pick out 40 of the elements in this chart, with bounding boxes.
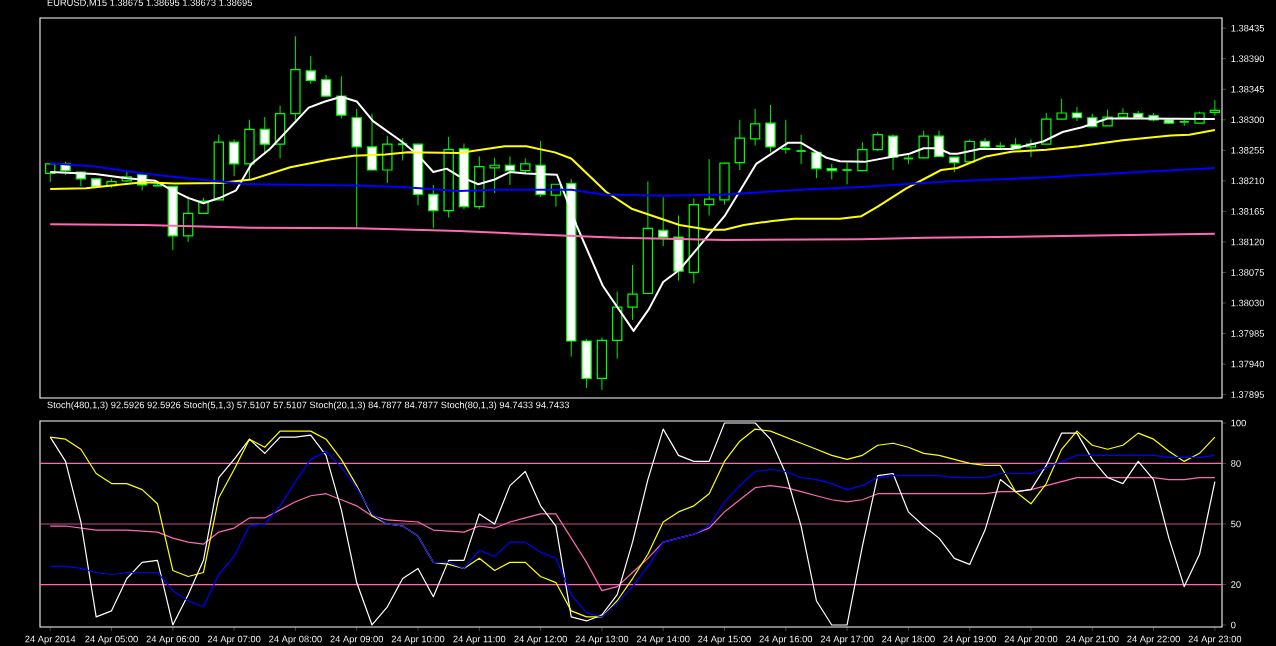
x-tick-label: 24 Apr 17:00	[820, 635, 874, 645]
y-tick-label: 50	[1231, 520, 1241, 528]
y-tick-label: 0	[1231, 621, 1236, 629]
y-tick-label: 1.37985	[1231, 330, 1265, 337]
y-tick-label: 1.38165	[1231, 208, 1265, 215]
y-tick-label: 1.38345	[1231, 85, 1265, 93]
y-tick-label: 20	[1231, 581, 1241, 588]
y-tick-label: 1.37940	[1231, 360, 1265, 368]
x-tick-label: 24 Apr 15:00	[698, 635, 751, 645]
x-tick-label: 24 Apr 06:00	[146, 635, 200, 645]
y-tick-label: 1.38300	[1231, 116, 1265, 124]
x-tick-label: 24 Apr 16:00	[759, 635, 813, 645]
y-tick-label: 1.38120	[1231, 238, 1265, 246]
x-tick-label: 24 Apr 23:00	[1188, 635, 1242, 645]
chart-title: Stoch(480,1,3) 92.5926 92.5926 Stoch(5,1,3) 57.5107 57.5107 Stoch(20,1,3) 84.7877 84.7877 Stoch(80,1,3) 94.7433 94.7433	[47, 401, 569, 411]
x-tick-label: 24 Apr 22:00	[1127, 635, 1180, 645]
chart-title: EURUSD,M15 1.38675 1.38695 1.38673 1.38695	[47, 0, 252, 8]
x-tick-label: 24 Apr 2014	[25, 635, 76, 645]
y-tick-label: 1.37895	[1231, 391, 1265, 398]
x-tick-label: 24 Apr 13:00	[575, 635, 629, 645]
x-tick-label: 24 Apr 12:00	[514, 635, 567, 645]
x-tick-label: 24 Apr 19:00	[943, 635, 997, 645]
x-tick-label: 24 Apr 07:00	[207, 635, 261, 645]
y-tick-label: 1.38255	[1231, 147, 1265, 154]
x-tick-label: 24 Apr 09:00	[330, 635, 384, 645]
y-tick-label: 80	[1231, 460, 1241, 467]
x-tick-label: 24 Apr 10:00	[391, 635, 445, 645]
y-tick-label: 1.38390	[1231, 55, 1265, 63]
y-tick-label: 100	[1231, 419, 1246, 427]
y-tick-label: 1.38030	[1231, 299, 1265, 307]
x-tick-label: 24 Apr 18:00	[882, 635, 935, 645]
x-tick-label: 24 Apr 14:00	[636, 635, 690, 645]
x-tick-label: 24 Apr 11:00	[453, 635, 506, 645]
x-tick-label: 24 Apr 20:00	[1004, 635, 1058, 645]
y-tick-label: 1.38435	[1231, 24, 1265, 32]
y-tick-label: 1.38210	[1231, 177, 1265, 185]
y-tick-label: 1.38075	[1231, 269, 1265, 276]
x-tick-label: 24 Apr 21:00	[1066, 635, 1119, 645]
x-tick-label: 24 Apr 05:00	[85, 635, 138, 645]
x-tick-label: 24 Apr 08:00	[269, 635, 322, 645]
